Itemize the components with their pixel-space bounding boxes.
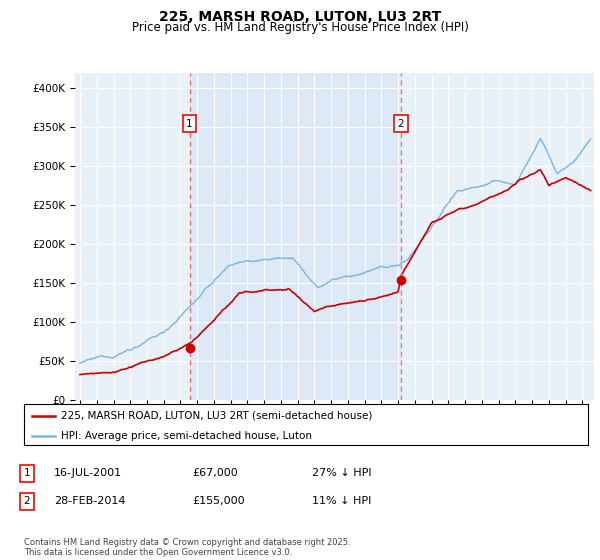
- Text: Price paid vs. HM Land Registry's House Price Index (HPI): Price paid vs. HM Land Registry's House …: [131, 21, 469, 34]
- Text: 2: 2: [23, 496, 31, 506]
- Text: 28-FEB-2014: 28-FEB-2014: [54, 496, 125, 506]
- Bar: [190, 73, 401, 400]
- Text: 2: 2: [397, 119, 404, 128]
- Text: Contains HM Land Registry data © Crown copyright and database right 2025.
This d: Contains HM Land Registry data © Crown c…: [24, 538, 350, 557]
- Text: 1: 1: [23, 468, 31, 478]
- Text: £67,000: £67,000: [192, 468, 238, 478]
- Text: 1: 1: [186, 119, 193, 128]
- Text: 11% ↓ HPI: 11% ↓ HPI: [312, 496, 371, 506]
- Text: HPI: Average price, semi-detached house, Luton: HPI: Average price, semi-detached house,…: [61, 431, 311, 441]
- Text: 16-JUL-2001: 16-JUL-2001: [54, 468, 122, 478]
- Text: 27% ↓ HPI: 27% ↓ HPI: [312, 468, 371, 478]
- Text: 225, MARSH ROAD, LUTON, LU3 2RT: 225, MARSH ROAD, LUTON, LU3 2RT: [159, 10, 441, 24]
- Text: £155,000: £155,000: [192, 496, 245, 506]
- Text: 225, MARSH ROAD, LUTON, LU3 2RT (semi-detached house): 225, MARSH ROAD, LUTON, LU3 2RT (semi-de…: [61, 411, 372, 421]
